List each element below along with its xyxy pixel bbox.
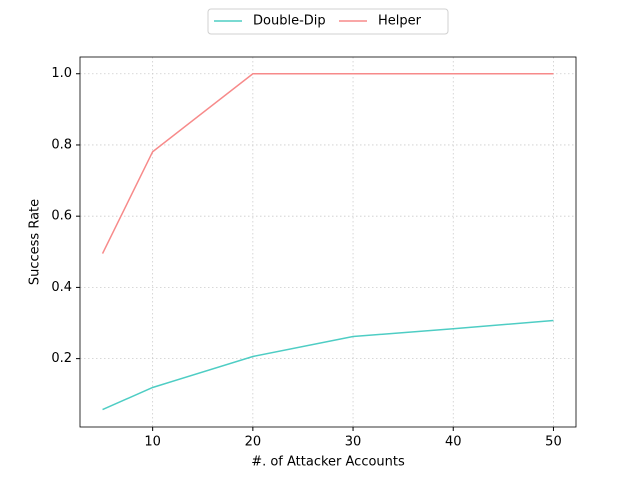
x-tick-label: 30 <box>345 435 362 450</box>
y-tick-label: 0.6 <box>51 209 72 224</box>
x-axis-label: #. of Attacker Accounts <box>251 455 405 470</box>
x-tick-label: 40 <box>445 435 462 450</box>
data-line <box>101 72 554 254</box>
legend-box <box>207 8 449 35</box>
y-tick-label: 0.4 <box>51 280 72 295</box>
y-tick-label: 0.8 <box>51 137 72 152</box>
y-tick-label: 0.2 <box>51 351 72 366</box>
y-tick-label: 1.0 <box>51 66 72 81</box>
x-tick-label: 10 <box>144 435 161 450</box>
legend-label: Helper <box>378 14 422 29</box>
x-tick-label: 50 <box>545 435 562 450</box>
data-line <box>102 319 554 411</box>
plot-frame <box>79 56 577 428</box>
x-tick-label: 20 <box>245 435 262 450</box>
legend-label: Double-Dip <box>253 14 326 29</box>
y-axis-label: Success Rate <box>28 199 43 285</box>
